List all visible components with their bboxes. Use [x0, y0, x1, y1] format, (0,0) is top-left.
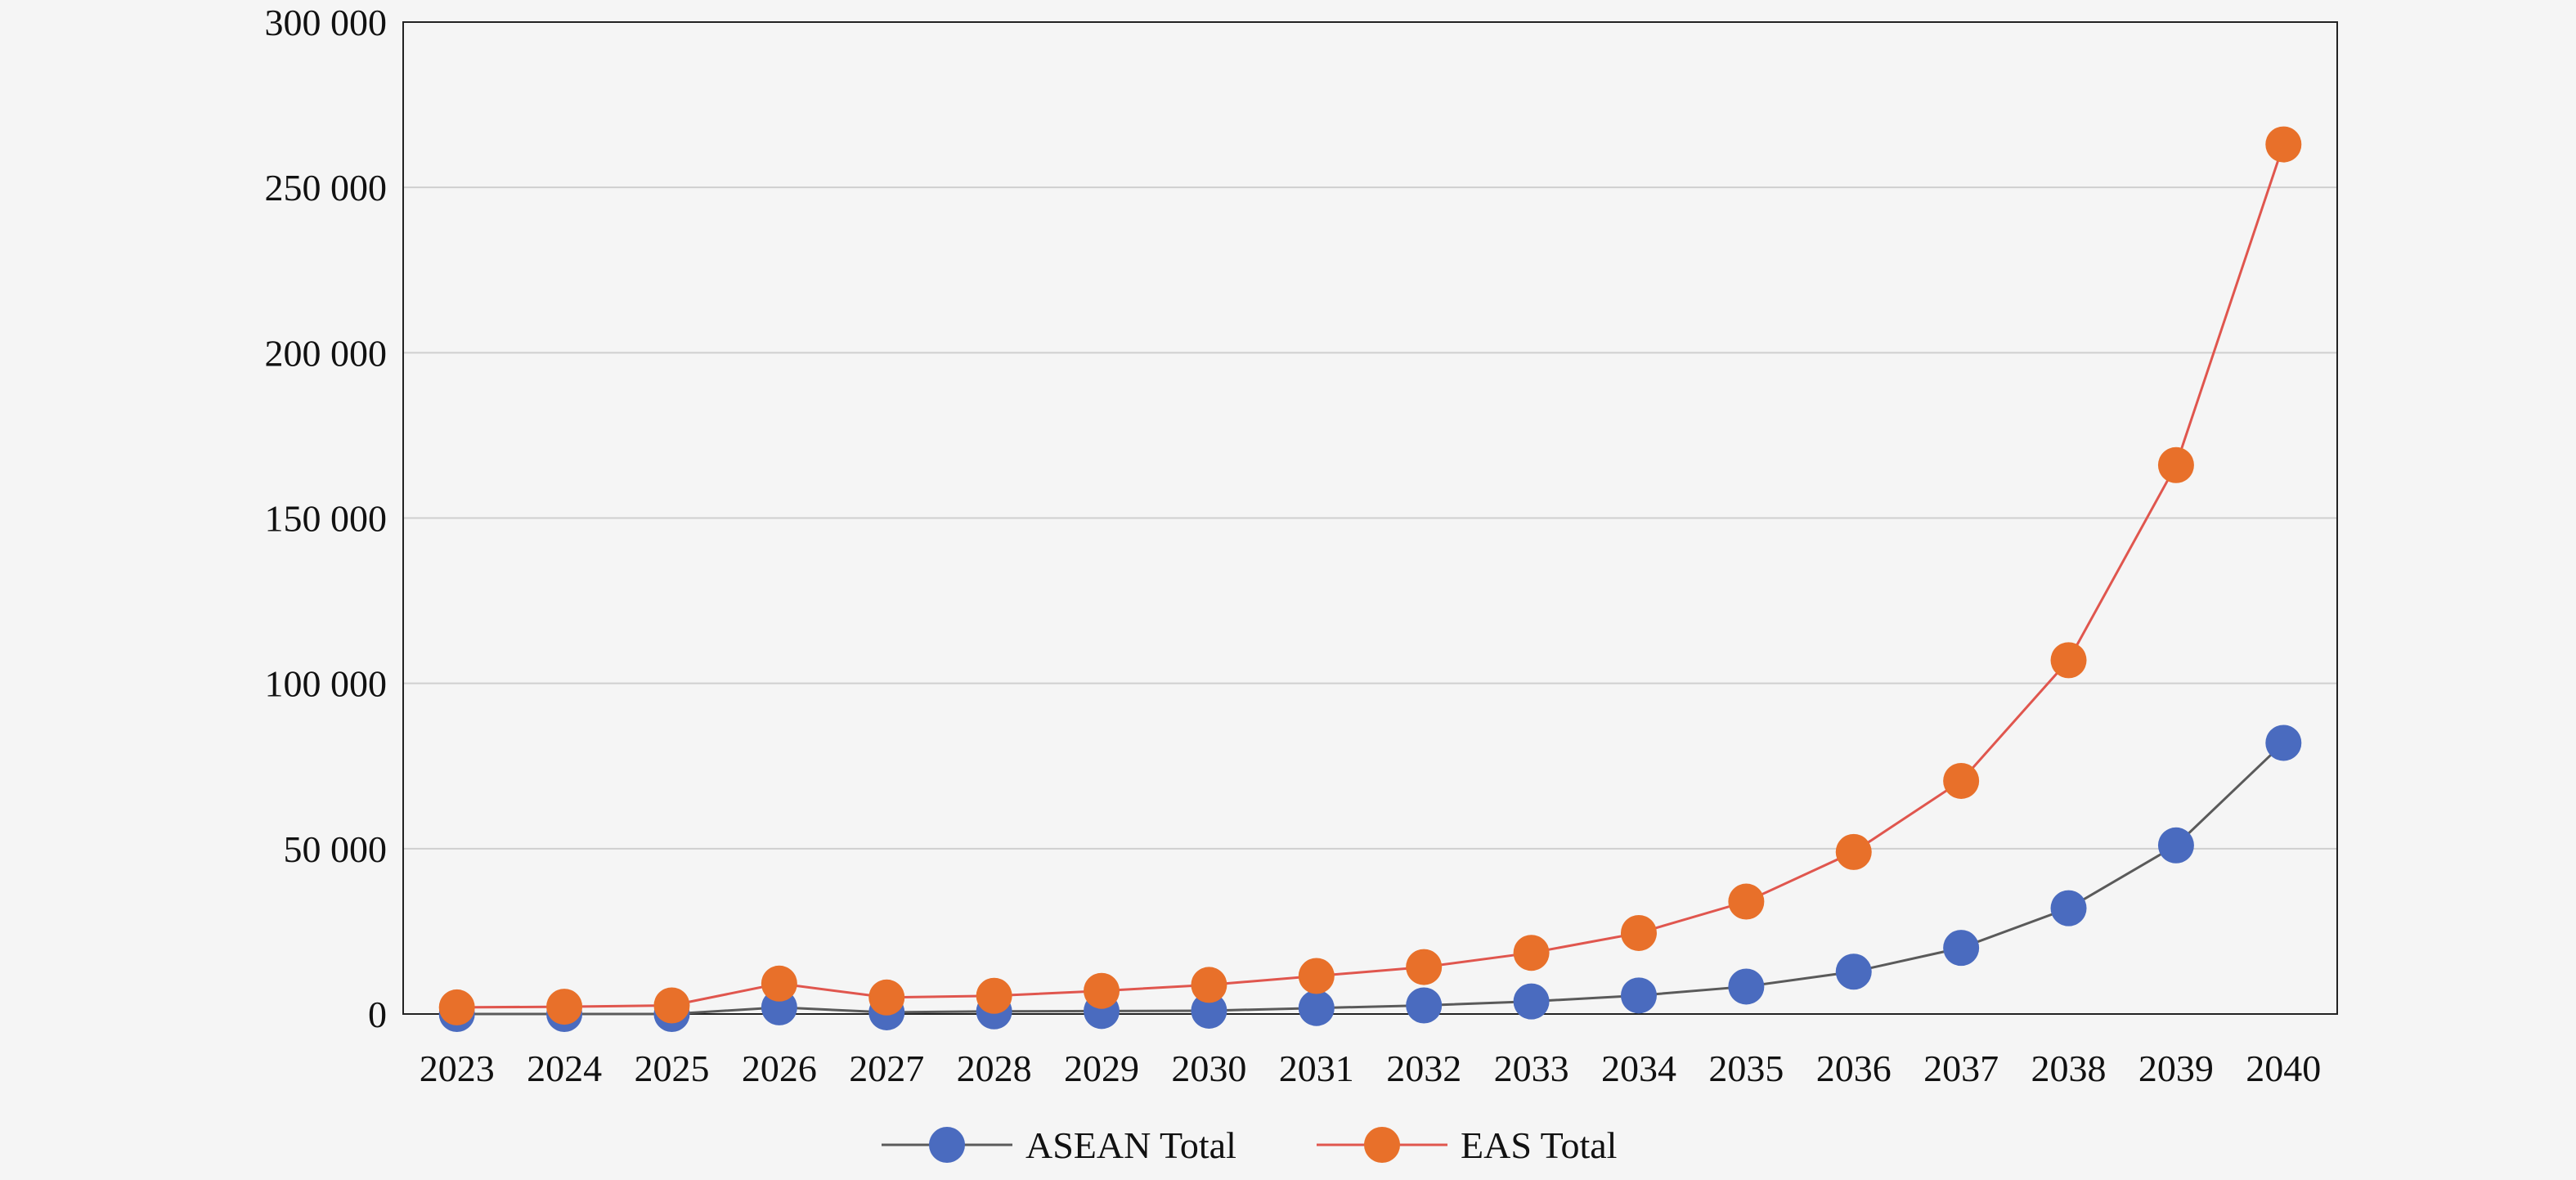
x-tick-label: 2040: [2246, 1048, 2321, 1089]
x-tick-label: 2028: [957, 1048, 1032, 1089]
x-tick-label: 2033: [1494, 1048, 1569, 1089]
y-tick-label: 50 000: [284, 828, 388, 870]
x-tick-label: 2039: [2138, 1048, 2214, 1089]
data-point: [1513, 983, 1550, 1020]
x-tick-label: 2030: [1171, 1048, 1246, 1089]
data-point: [1835, 953, 1872, 990]
legend: ASEAN Total EAS Total: [882, 1124, 1617, 1166]
x-tick-label: 2037: [1923, 1048, 1999, 1089]
y-tick-label: 200 000: [265, 332, 388, 374]
x-tick-label: 2029: [1064, 1048, 1139, 1089]
series-line: [456, 144, 2285, 1009]
data-point: [2157, 827, 2194, 864]
data-point: [438, 989, 475, 1025]
data-point: [653, 987, 690, 1024]
data-point: [1298, 989, 1335, 1026]
data-point: [1728, 968, 1765, 1005]
data-point: [868, 979, 905, 1016]
x-tick-label: 2023: [420, 1048, 495, 1089]
data-point: [2265, 126, 2302, 163]
data-point: [1298, 958, 1335, 994]
legend-item: EAS Total: [1317, 1124, 1617, 1166]
data-point: [1191, 992, 1227, 1029]
legend-item: ASEAN Total: [882, 1124, 1236, 1166]
data-point: [1191, 967, 1227, 1003]
y-tick-label: 300 000: [265, 2, 388, 43]
x-tick-label: 2035: [1708, 1048, 1784, 1089]
x-tick-label: 2036: [1816, 1048, 1892, 1089]
data-point: [1620, 977, 1657, 1014]
data-point: [2157, 446, 2194, 483]
data-point: [976, 977, 1012, 1014]
data-point: [1406, 987, 1443, 1024]
data-point: [1084, 972, 1120, 1009]
x-tick-label: 2032: [1386, 1048, 1461, 1089]
legend-label: EAS Total: [1461, 1124, 1617, 1166]
legend-marker: [1364, 1127, 1400, 1163]
y-axis: 0 50 000 100 000 150 000 200 000 250 000 300 0…: [265, 2, 388, 1035]
data-point: [1513, 935, 1550, 971]
y-tick-label: 100 000: [265, 663, 388, 705]
data-point: [1620, 914, 1657, 951]
data-point: [546, 989, 583, 1025]
y-tick-label: 250 000: [265, 167, 388, 209]
x-tick-label: 2038: [2031, 1048, 2107, 1089]
data-point: [1728, 883, 1765, 920]
x-tick-label: 2026: [742, 1048, 817, 1089]
data-point: [1943, 930, 1980, 967]
plot-border: [402, 21, 2338, 1015]
legend-marker: [929, 1127, 965, 1163]
gridlines: [403, 186, 2337, 850]
x-tick-label: 2024: [527, 1048, 602, 1089]
y-tick-label: 150 000: [265, 498, 388, 540]
x-tick-label: 2031: [1279, 1048, 1354, 1089]
series-2: [438, 126, 2302, 1025]
legend-label: ASEAN Total: [1025, 1124, 1236, 1166]
x-tick-label: 2034: [1601, 1048, 1676, 1089]
x-axis: 2023 2024 2025 2026 2027 2028 2029 2030 2031 2032…: [420, 1048, 2322, 1089]
y-tick-label: 0: [368, 994, 387, 1035]
data-point: [2265, 725, 2302, 761]
data-point: [2050, 890, 2087, 927]
data-point: [761, 965, 797, 1002]
x-tick-label: 2027: [849, 1048, 924, 1089]
data-point: [1835, 833, 1872, 870]
x-tick-label: 2025: [634, 1048, 709, 1089]
data-point: [1943, 762, 1980, 799]
data-point: [1406, 949, 1443, 985]
data-point: [2050, 642, 2087, 679]
